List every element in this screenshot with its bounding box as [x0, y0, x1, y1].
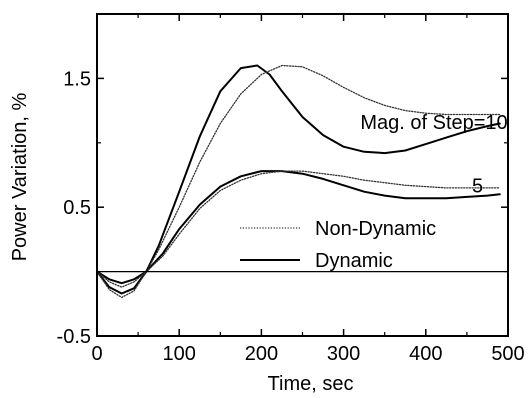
tick-layer: 0 100 200 300 400 500 -0.5 0.5 1.5: [57, 14, 525, 365]
x-axis-label: Time, sec: [268, 373, 354, 395]
x-tick-label: 100: [163, 343, 196, 365]
legend: Non-Dynamic Dynamic: [240, 218, 436, 272]
legend-label: Non-Dynamic: [315, 218, 436, 240]
y-tick-label: 1.5: [63, 68, 91, 90]
annotation-label: 5: [472, 175, 483, 197]
x-tick-label: 200: [245, 343, 278, 365]
axis-layer: [96, 13, 509, 337]
x-tick-label: 0: [91, 343, 102, 365]
x-tick-label: 400: [409, 343, 442, 365]
label-layer: Time, sec Power Variation, % Mag. of Step=…: [9, 92, 508, 395]
legend-label: Dynamic: [315, 250, 393, 272]
y-tick-label: -0.5: [57, 326, 91, 348]
annotation-label: Mag. of Step=10: [360, 112, 507, 134]
plot-frame: [96, 13, 509, 337]
series-layer: [96, 64, 501, 299]
x-tick-label: 500: [491, 343, 524, 365]
y-axis-label: Power Variation, %: [9, 92, 31, 261]
series-line-step-5-dotted: [96, 170, 501, 288]
series-line-step-10-dotted: [96, 64, 501, 299]
series-line-step-5-solid: [96, 170, 501, 285]
x-tick-label: 300: [327, 343, 360, 365]
y-tick-label: 0.5: [63, 197, 91, 219]
